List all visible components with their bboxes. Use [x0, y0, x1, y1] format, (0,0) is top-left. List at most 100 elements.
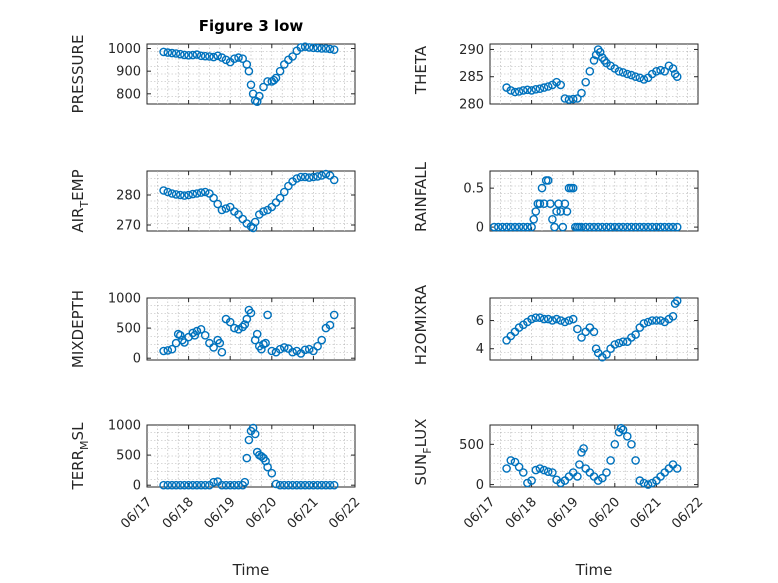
data-point: [519, 86, 528, 95]
data-point: [573, 324, 582, 334]
data-point: [200, 330, 210, 340]
y-axis-label: SUNFLUX: [412, 419, 434, 486]
data-point: [519, 222, 528, 232]
data-point: [660, 67, 670, 76]
data-point: [564, 316, 574, 325]
data-point: [180, 50, 189, 60]
data-point: [263, 462, 272, 472]
data-point: [652, 316, 661, 325]
data-point: [537, 183, 547, 193]
data-point: [543, 176, 553, 185]
data-point: [639, 319, 649, 328]
data-point: [535, 199, 545, 208]
data-point: [184, 190, 193, 200]
y-axis-label-main: RAINFALL: [412, 161, 430, 232]
data-point: [647, 316, 657, 325]
data-point: [254, 91, 264, 101]
y-axis-label-main: SUN: [412, 454, 430, 486]
plot-area: [146, 424, 356, 488]
figure-title: Figure 3 low: [199, 17, 304, 35]
data-point: [304, 344, 314, 354]
data-point: [175, 480, 185, 490]
data-point: [550, 222, 559, 232]
data-point: [209, 193, 218, 203]
data-point: [200, 51, 210, 61]
grid: [490, 171, 698, 231]
data-point: [581, 222, 591, 232]
data-point: [568, 94, 578, 104]
data-point: [188, 50, 198, 60]
data-point: [192, 326, 202, 336]
data-point: [560, 317, 570, 327]
data-point: [527, 314, 536, 324]
data-point: [313, 341, 322, 351]
data-point: [539, 465, 549, 475]
data-point: [196, 324, 206, 334]
data-point: [510, 222, 520, 232]
data-point: [230, 54, 239, 64]
data-point: [493, 222, 503, 232]
data-point: [652, 222, 661, 232]
data-point: [552, 207, 561, 216]
data-point: [234, 324, 243, 334]
data-point: [213, 51, 222, 61]
data-point: [196, 480, 206, 490]
data-point: [252, 97, 262, 106]
data-point: [664, 222, 674, 232]
subplot-air-temp: 270 280 AIRTEMP: [69, 169, 356, 234]
y-axis-label-subscript: F: [421, 447, 434, 453]
data-point: [614, 67, 624, 76]
data-point: [627, 70, 636, 80]
data-point: [660, 222, 670, 232]
data-point: [506, 86, 516, 95]
data-point: [593, 222, 603, 232]
y-axis-label-main: H2OMIXRA: [412, 284, 430, 365]
data-point: [167, 189, 177, 198]
subplot-terr-msl: 0 500 1000 06/17 06/18 06/19 06/20 06/21 06/22 TE…: [69, 419, 363, 532]
data-point: [531, 313, 541, 323]
data-point: [560, 94, 570, 103]
data-point: [180, 338, 189, 347]
data-point: [639, 478, 649, 488]
y-axis-label-subscript: T: [78, 201, 91, 209]
data-point: [284, 480, 293, 490]
data-point: [639, 75, 649, 84]
y-tick-label: 800: [116, 87, 141, 102]
y-axis-label-main: MIXDEPTH: [69, 290, 87, 368]
data-point: [246, 80, 256, 90]
y-axis-label: MIXDEPTH: [69, 290, 87, 368]
y-tick-label: 900: [116, 65, 141, 80]
x-tick-label: 06/18: [160, 495, 197, 532]
y-tick-label: 4: [476, 342, 484, 357]
data-point: [188, 328, 198, 338]
data-point: [292, 174, 302, 183]
data-point: [296, 172, 306, 182]
data-point: [527, 476, 536, 485]
grid: [147, 171, 355, 231]
data-point: [167, 480, 177, 490]
data-point: [252, 329, 262, 339]
y-tick-label: 285: [459, 70, 484, 85]
data-point: [225, 317, 235, 327]
y-axis-label: H2OMIXRA: [412, 284, 430, 365]
data-point: [329, 480, 339, 490]
data-point: [313, 480, 322, 490]
data-point: [215, 338, 225, 348]
data-point: [589, 56, 599, 65]
data-point: [635, 222, 645, 232]
data-point: [263, 77, 272, 86]
data-point: [502, 222, 511, 232]
data-point: [196, 188, 206, 197]
data-point: [163, 346, 173, 355]
data-point: [213, 199, 222, 209]
data-point: [618, 222, 628, 232]
data-point: [225, 480, 235, 490]
data-point: [317, 335, 327, 345]
data-point: [209, 477, 218, 487]
data-point: [217, 53, 227, 62]
data-point: [261, 338, 270, 348]
data-point: [192, 480, 202, 490]
y-axis-label: AIRTEMP: [69, 169, 91, 232]
y-axis-label-rest: SL: [69, 422, 87, 441]
grid: [147, 44, 355, 104]
